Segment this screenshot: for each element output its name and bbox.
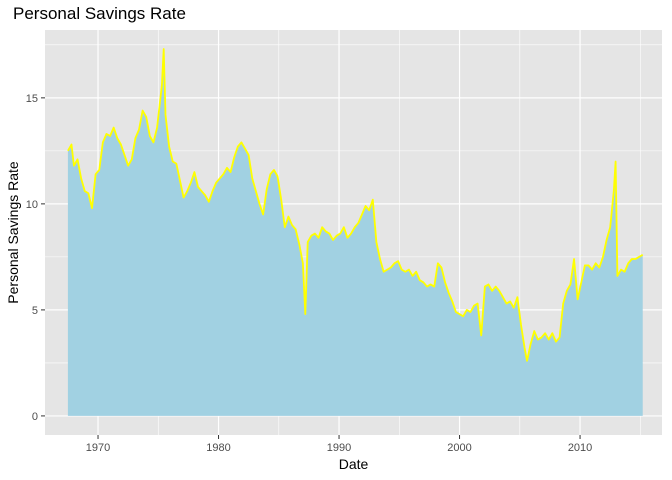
y-tick-label: 10 bbox=[26, 199, 38, 211]
x-tick-label: 2010 bbox=[568, 442, 592, 454]
x-tick-label: 2000 bbox=[447, 442, 471, 454]
y-tick-label: 5 bbox=[32, 305, 38, 317]
x-tick-label: 1980 bbox=[206, 442, 230, 454]
y-tick-label: 0 bbox=[32, 411, 38, 423]
chart-title: Personal Savings Rate bbox=[13, 4, 186, 23]
x-axis-title: Date bbox=[339, 456, 369, 472]
series-line bbox=[67, 48, 644, 362]
y-tick-label: 15 bbox=[26, 93, 38, 105]
series-area-fill bbox=[67, 49, 643, 416]
x-tick-label: 1970 bbox=[86, 442, 110, 454]
x-axis-ticks: 1970 1980 1990 2000 2010 bbox=[86, 435, 592, 454]
y-axis-title: Personal Savings Rate bbox=[5, 161, 21, 304]
x-tick-label: 1990 bbox=[327, 442, 351, 454]
y-axis-ticks: 0 5 10 15 bbox=[26, 93, 45, 423]
